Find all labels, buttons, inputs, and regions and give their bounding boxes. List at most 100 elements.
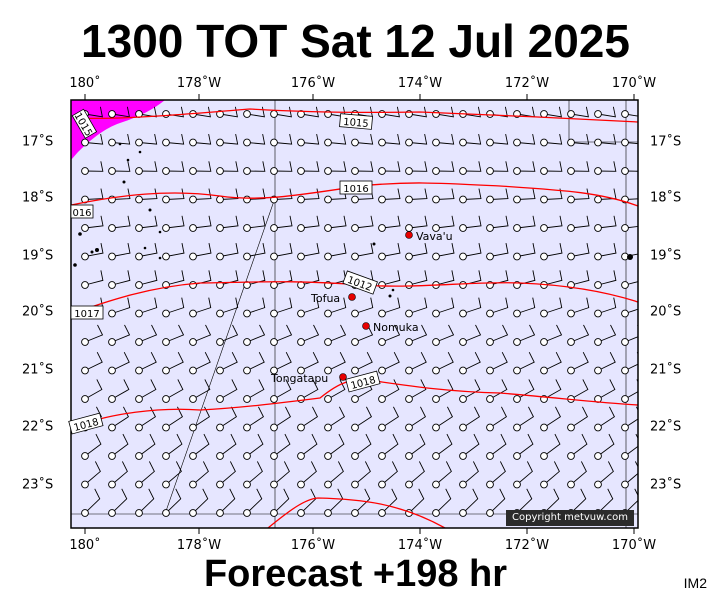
wind-station: [486, 509, 494, 517]
wind-station: [243, 509, 251, 517]
wind-barb: [381, 488, 398, 514]
wind-station: [513, 252, 521, 261]
wind-station: [135, 509, 143, 517]
wind-station: [135, 423, 143, 432]
wind-station: [108, 423, 116, 432]
wind-barb: [354, 161, 374, 172]
wind-barb: [597, 106, 616, 118]
wind-barb: [381, 379, 400, 400]
place-label: Vava'u: [416, 230, 453, 243]
wind-station: [567, 452, 575, 460]
wind-station: [405, 252, 413, 261]
wind-station: [540, 224, 548, 232]
wind-station: [486, 452, 494, 460]
wind-station: [378, 138, 386, 147]
wind-station: [405, 480, 413, 489]
wind-station: [405, 423, 413, 432]
wind-station: [162, 480, 170, 489]
wind-barb: [516, 215, 536, 229]
wind-barb: [597, 215, 617, 229]
lat-label-right: 21˚S: [650, 362, 682, 378]
wind-barb: [408, 106, 427, 118]
wind-station: [540, 252, 548, 261]
wind-station: [324, 338, 332, 346]
wind-station: [405, 309, 413, 318]
wind-station: [540, 452, 548, 460]
wind-station: [621, 395, 629, 403]
wind-station: [594, 252, 602, 261]
wind-barb: [381, 270, 401, 286]
wind-barb: [624, 113, 638, 117]
wind-station: [216, 509, 224, 517]
wind-barb: [84, 161, 104, 172]
wind-station: [243, 395, 251, 403]
wind-station: [162, 167, 170, 175]
wind-station: [297, 338, 305, 346]
wind-barb: [597, 133, 617, 145]
wind-barb: [354, 215, 374, 229]
wind-barb: [327, 243, 347, 257]
wind-barb: [624, 281, 638, 286]
wind-barb: [354, 243, 374, 257]
wind-station: [270, 452, 278, 460]
wind-barb: [543, 379, 562, 400]
place-label: Nomuka: [373, 321, 419, 334]
wind-barb: [570, 406, 588, 428]
wind-barb: [246, 133, 266, 145]
wind-barb: [624, 170, 638, 172]
wind-barb: [165, 133, 185, 145]
axis-ticks: [84, 94, 635, 534]
wind-station: [189, 309, 197, 318]
wind-barb: [408, 297, 428, 314]
wind-station: [351, 338, 359, 346]
wind-station: [351, 224, 359, 232]
wind-barb: [300, 106, 319, 118]
wind-station: [108, 395, 116, 403]
wind-station: [162, 395, 170, 403]
wind-station: [324, 138, 332, 147]
wind-barb: [435, 297, 455, 314]
isobar-label: 1015: [343, 117, 369, 130]
wind-barb: [246, 406, 264, 428]
wind-barb: [516, 297, 536, 314]
wind-station: [567, 252, 575, 261]
wind-station: [189, 195, 197, 204]
wind-station: [297, 224, 305, 232]
wind-barb: [489, 488, 506, 514]
wind-barb: [570, 433, 588, 457]
wind-station: [405, 366, 413, 375]
wind-station: [270, 366, 278, 375]
wind-station: [162, 366, 170, 375]
wind-barb: [516, 379, 535, 400]
wind-barb: [543, 188, 563, 200]
wind-barb: [408, 406, 426, 428]
wind-barb: [624, 324, 638, 343]
place-dot: [405, 231, 413, 239]
wind-barb: [300, 215, 320, 229]
wind-barb: [543, 215, 563, 229]
wind-barb: [408, 161, 428, 172]
wind-barb: [381, 297, 401, 314]
wind-barb: [192, 188, 212, 200]
wind-barb: [543, 270, 563, 286]
wind-station: [432, 167, 440, 175]
wind-barb: [381, 461, 398, 485]
wind-station: [297, 138, 305, 147]
wind-station: [81, 252, 89, 261]
wind-barb: [543, 351, 562, 371]
wind-station: [189, 224, 197, 232]
wind-barb: [165, 461, 182, 485]
wind-station: [405, 452, 413, 460]
wind-barb: [435, 433, 453, 457]
wind-station: [378, 423, 386, 432]
wind-barb: [624, 198, 638, 200]
wind-barb: [435, 379, 454, 400]
wind-station: [189, 167, 197, 175]
wind-barb: [624, 488, 638, 514]
wind-station: [378, 167, 386, 175]
wind-barb: [165, 488, 182, 514]
wind-station: [324, 224, 332, 232]
wind-barb: [489, 133, 509, 145]
wind-station: [378, 452, 386, 460]
wind-barb: [435, 133, 455, 145]
